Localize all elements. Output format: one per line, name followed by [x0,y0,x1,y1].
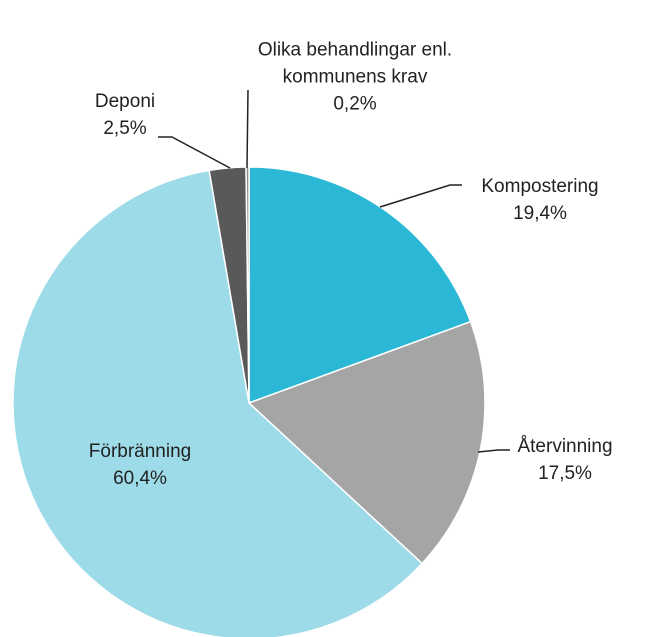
data-label: Kompostering 19,4% [440,173,640,227]
leader-line [379,184,462,208]
leader-line [158,136,231,169]
pie-slice [12,169,424,637]
value-label: 0,2% [333,93,377,115]
data-label: Olika behandlingar enl. kommunens krav 0,… [245,37,465,118]
pie-slice [248,166,472,405]
leader-line [246,89,249,169]
category-label: Återvinning [517,436,613,457]
category-label: Förbränning [88,441,192,462]
value-label: 17,5% [538,463,592,484]
pie-slice [247,320,486,565]
category-label: Olika behandlingar enl. kommunens krav [257,39,453,88]
value-label: 2,5% [103,118,147,139]
value-label: 19,4% [513,203,567,224]
leader-line [477,449,510,453]
data-label: Förbränning 60,4% [40,438,240,492]
data-label: Deponi 2,5% [65,88,185,142]
category-label: Kompostering [481,176,599,197]
data-label: Återvinning 17,5% [485,433,645,487]
category-label: Deponi [94,91,156,112]
value-label: 60,4% [113,468,167,489]
